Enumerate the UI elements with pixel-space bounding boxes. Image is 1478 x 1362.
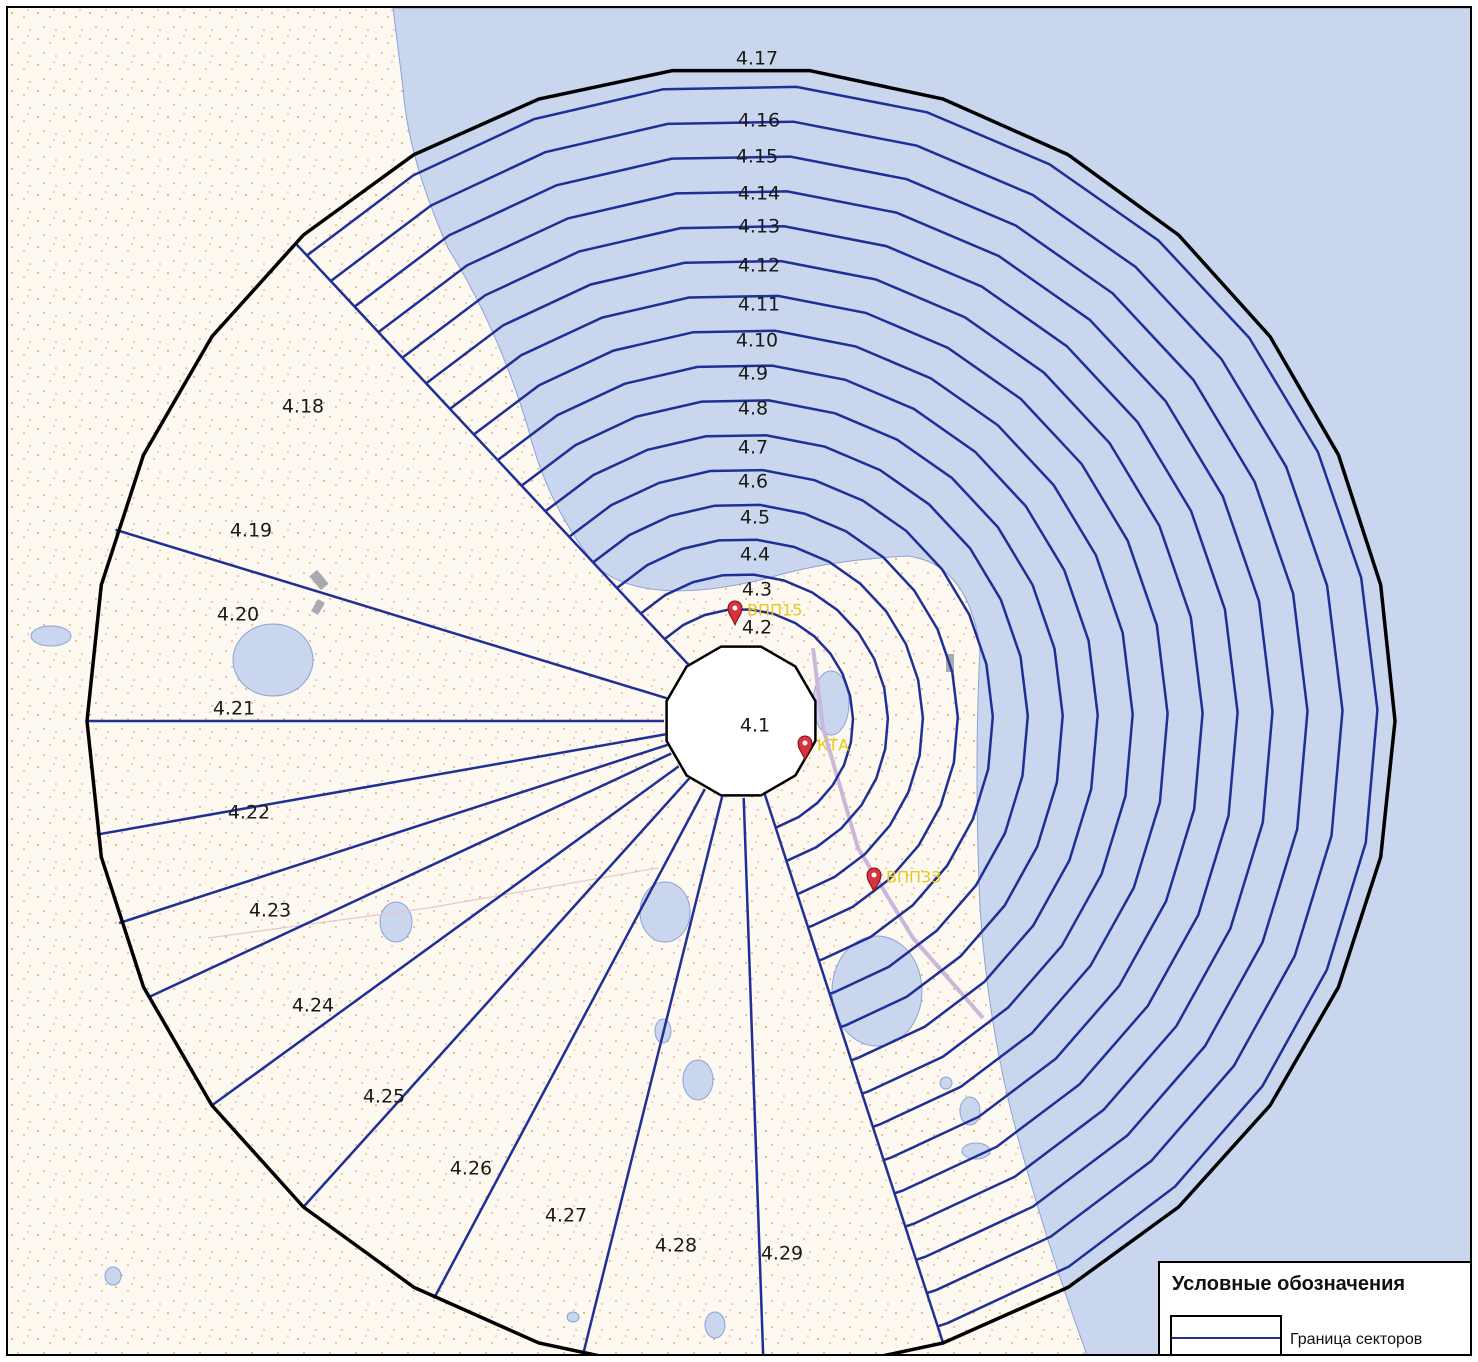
sector-arc bbox=[329, 120, 1344, 1295]
sector-label: 4.26 bbox=[450, 1158, 492, 1180]
lake-area bbox=[639, 881, 691, 943]
sector-label: 4.19 bbox=[230, 520, 272, 542]
sector-label: 4.2 bbox=[742, 617, 772, 639]
sector-label: 4.4 bbox=[740, 544, 770, 566]
lake-area bbox=[682, 1059, 714, 1101]
sector-label: 4.27 bbox=[545, 1205, 587, 1227]
legend-item-label: Граница секторов bbox=[1290, 1331, 1423, 1348]
map-pin-icon bbox=[797, 735, 813, 762]
building-block bbox=[311, 598, 325, 616]
sector-radial bbox=[115, 528, 668, 700]
marker-label: КТА bbox=[817, 736, 849, 755]
sector-label: 4.28 bbox=[655, 1235, 697, 1257]
sector-label: 4.10 bbox=[736, 330, 778, 352]
sector-arc bbox=[520, 399, 1064, 1029]
sector-label: 4.18 bbox=[282, 396, 324, 418]
sector-arc bbox=[473, 329, 1134, 1095]
sector-radial bbox=[294, 241, 690, 666]
sector-label: 4.29 bbox=[761, 1243, 803, 1265]
sector-radial bbox=[432, 788, 706, 1300]
lake-area bbox=[566, 1311, 580, 1323]
lake-area bbox=[704, 1311, 726, 1339]
map-pin-icon bbox=[727, 600, 743, 627]
sector-radial bbox=[763, 793, 945, 1344]
airport-marker: КТА bbox=[797, 735, 849, 762]
sector-arc bbox=[568, 468, 995, 962]
markers-layer: ВПП15 КТА ВПП33 bbox=[727, 600, 941, 894]
labels-layer: 4.1 4.2 4.3 4.4 4.5 4.6 4.7 4.8 4.9 4.10 4.11 4.12 4… bbox=[213, 48, 803, 1265]
sector-label: 4.20 bbox=[217, 604, 259, 626]
map-pin-dot bbox=[732, 605, 738, 611]
map-pin-dot bbox=[871, 872, 877, 878]
sector-arc bbox=[592, 503, 960, 929]
sector-arc bbox=[353, 155, 1309, 1261]
sector-radial bbox=[581, 795, 724, 1354]
runway-road bbox=[811, 647, 985, 1020]
sector-label: 4.25 bbox=[363, 1086, 405, 1108]
lake-area bbox=[939, 1076, 953, 1090]
line-swatch-icon bbox=[1170, 1315, 1282, 1354]
sector-label: 4.1 bbox=[740, 715, 770, 737]
sector-outer-boundary bbox=[85, 68, 1397, 1354]
sector-radial bbox=[147, 752, 672, 999]
sector-arc bbox=[377, 190, 1274, 1228]
water-layer bbox=[30, 8, 1470, 1354]
sector-label: 4.23 bbox=[249, 900, 291, 922]
sector-arc bbox=[544, 434, 1030, 995]
legend: Условные обозначения Граница секторов bbox=[1158, 1261, 1470, 1354]
track-road bbox=[207, 867, 659, 939]
sector-arc bbox=[425, 259, 1204, 1162]
sector-arc bbox=[306, 85, 1379, 1328]
lake-area bbox=[232, 623, 314, 697]
sector-label: 4.3 bbox=[742, 579, 772, 601]
sector-arc bbox=[640, 573, 890, 862]
map-pin-icon bbox=[866, 867, 882, 894]
sector-radial bbox=[211, 765, 680, 1107]
sector-boundary-inner bbox=[665, 645, 817, 797]
sector-label: 4.21 bbox=[213, 698, 255, 720]
lake-area bbox=[30, 625, 72, 647]
sector-label: 4.5 bbox=[740, 507, 770, 529]
lake-area bbox=[104, 1266, 122, 1286]
sector-label: 4.16 bbox=[738, 110, 780, 132]
sector-radial bbox=[96, 733, 666, 836]
sector-label: 4.8 bbox=[738, 398, 768, 420]
sector-arc bbox=[449, 294, 1169, 1128]
sector-label: 4.14 bbox=[738, 183, 780, 205]
sector-map[interactable]: 4.1 4.2 4.3 4.4 4.5 4.6 4.7 4.8 4.9 4.10 4.11 4.12 4… bbox=[8, 8, 1472, 1356]
lake-area bbox=[379, 901, 413, 943]
sector-label: 4.22 bbox=[228, 802, 270, 824]
map-frame: 4.1 4.2 4.3 4.4 4.5 4.6 4.7 4.8 4.9 4.10 4.11 4.12 4… bbox=[6, 6, 1472, 1356]
sector-label: 4.15 bbox=[736, 146, 778, 168]
sector-arc bbox=[616, 538, 925, 896]
sector-radial bbox=[742, 797, 765, 1354]
airport-marker: ВПП15 bbox=[727, 600, 802, 627]
map-pin-dot bbox=[802, 740, 808, 746]
building-block bbox=[309, 569, 329, 591]
sector-label: 4.11 bbox=[738, 294, 780, 316]
sector-label: 4.13 bbox=[738, 216, 780, 238]
legend-swatch-line bbox=[1172, 1337, 1280, 1339]
sector-label: 4.17 bbox=[736, 48, 778, 70]
sector-label: 4.12 bbox=[738, 255, 780, 277]
sector-label: 4.24 bbox=[292, 995, 334, 1017]
sector-radial bbox=[302, 777, 691, 1208]
sector-arc bbox=[663, 608, 855, 829]
marker-label: ВПП33 bbox=[886, 868, 941, 887]
sector-label: 4.7 bbox=[738, 437, 768, 459]
sector-label: 4.6 bbox=[738, 471, 768, 493]
sector-arc bbox=[401, 225, 1239, 1195]
sector-radial bbox=[118, 743, 669, 925]
sector-label: 4.9 bbox=[738, 363, 768, 385]
sectors-layer bbox=[85, 68, 1397, 1354]
sector-arc bbox=[496, 364, 1099, 1062]
legend-title: Условные обозначения bbox=[1172, 1273, 1406, 1295]
airport-marker: ВПП33 bbox=[866, 867, 941, 894]
lake-area bbox=[831, 935, 923, 1047]
marker-label: ВПП15 bbox=[747, 601, 802, 620]
